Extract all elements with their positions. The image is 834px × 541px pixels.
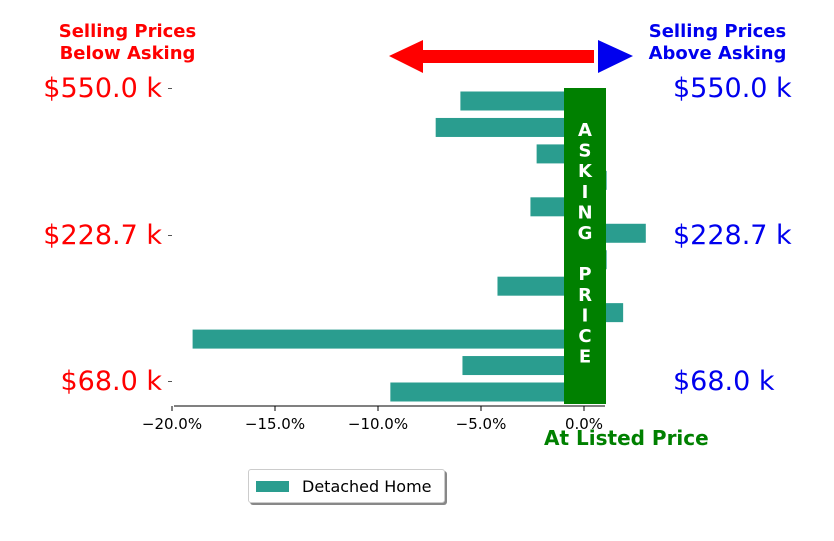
- at-listed-price-label: At Listed Price: [544, 426, 709, 450]
- legend-label: Detached Home: [302, 476, 432, 496]
- band-letter-1: S: [579, 141, 592, 162]
- header-below-line1: Selling Prices: [58, 21, 197, 42]
- arrow-right-blue: [598, 40, 633, 73]
- arrow-left-red: [389, 40, 594, 73]
- header-above-asking: Selling Prices Above Asking: [630, 21, 805, 65]
- header-above-line2: Above Asking: [648, 43, 787, 64]
- bar-11: [460, 91, 584, 111]
- band-letter-11: E: [579, 347, 591, 368]
- header-above-line1: Selling Prices: [648, 21, 787, 42]
- x-ticks-group: −20.0% −15.0% −10.0% −5.0% 0.0%: [142, 406, 603, 433]
- y-tick-right-bottom: $68.0 k: [673, 366, 775, 397]
- bar-2: [192, 329, 584, 349]
- y-tick-right-mid: $228.7 k: [673, 220, 792, 251]
- legend-swatch-detached-home: [256, 480, 289, 492]
- x-tick-label-0: −20.0%: [142, 415, 202, 433]
- x-tick-label-2: −10.0%: [348, 415, 408, 433]
- header-below-line2: Below Asking: [59, 43, 196, 64]
- x-tick-label-1: −15.0%: [245, 415, 305, 433]
- y-tickmark-top: [168, 88, 172, 89]
- y-tickmark-mid: [168, 235, 172, 236]
- bar-0: [390, 382, 584, 402]
- band-letter-10: C: [578, 326, 591, 347]
- bar-4: [497, 276, 584, 296]
- x-tick-label-3: −5.0%: [456, 415, 507, 433]
- header-below-asking: Selling Prices Below Asking: [40, 21, 215, 65]
- bar-10: [435, 117, 584, 137]
- band-letter-8: R: [578, 285, 592, 306]
- y-tick-left-mid: $228.7 k: [43, 220, 162, 251]
- y-tick-right-top: $550.0 k: [673, 73, 792, 104]
- y-tick-left-top: $550.0 k: [43, 73, 162, 104]
- band-letter-4: N: [577, 202, 592, 223]
- band-letter-3: I: [582, 182, 589, 203]
- band-letter-2: K: [578, 161, 593, 182]
- band-letter-9: I: [582, 305, 589, 326]
- bar-1: [462, 356, 584, 376]
- band-letter-0: A: [578, 120, 592, 141]
- y-tick-left-bottom: $68.0 k: [60, 366, 162, 397]
- band-letter-7: P: [578, 264, 591, 285]
- band-letter-5: G: [578, 223, 593, 244]
- asking-price-band: [564, 88, 606, 404]
- y-tickmark-bottom: [168, 381, 172, 382]
- x-tick-label-4: 0.0%: [565, 415, 603, 433]
- legend: Detached Home: [248, 469, 445, 503]
